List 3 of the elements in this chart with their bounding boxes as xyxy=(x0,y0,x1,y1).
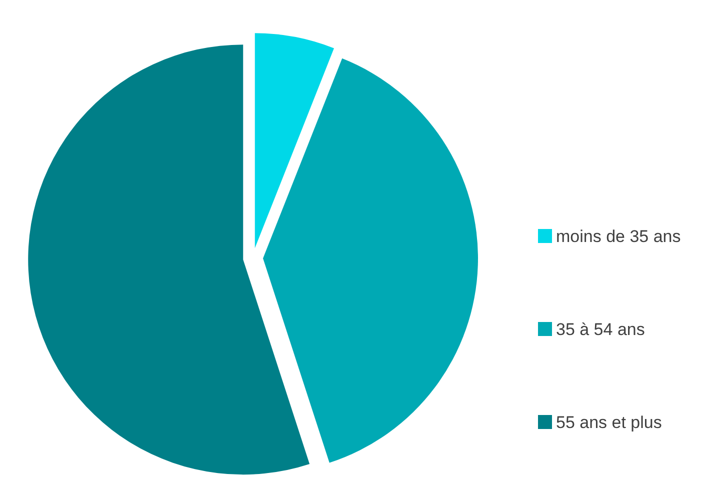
legend-label: moins de 35 ans xyxy=(556,226,681,246)
legend-label: 55 ans et plus xyxy=(556,412,662,432)
legend-label: 35 à 54 ans xyxy=(556,320,645,339)
